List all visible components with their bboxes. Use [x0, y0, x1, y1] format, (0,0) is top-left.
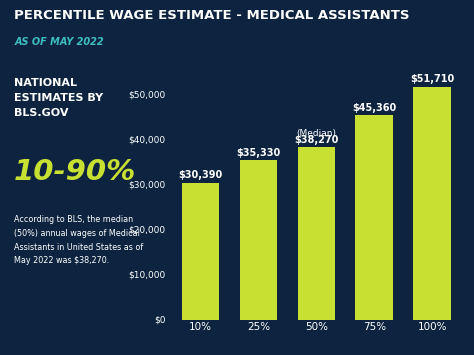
Bar	[413, 87, 451, 320]
Text: $35,330: $35,330	[237, 148, 281, 158]
Text: NATIONAL
ESTIMATES BY
BLS.GOV: NATIONAL ESTIMATES BY BLS.GOV	[14, 78, 103, 118]
Bar	[182, 183, 219, 320]
Text: $51,710: $51,710	[410, 74, 455, 84]
Bar	[356, 115, 393, 320]
Text: 10-90%: 10-90%	[14, 158, 137, 186]
Text: $38,270: $38,270	[294, 135, 338, 144]
Text: SOURCE: BLS.GOV: SOURCE: BLS.GOV	[9, 335, 87, 344]
Text: According to BLS, the median
(50%) annual wages of Medical
Assistants in United : According to BLS, the median (50%) annua…	[14, 215, 144, 266]
Bar	[298, 147, 335, 320]
Text: AS OF MAY 2022: AS OF MAY 2022	[14, 37, 104, 47]
Text: $30,390: $30,390	[178, 170, 223, 180]
Text: PERCENTILE WAGE ESTIMATE - MEDICAL ASSISTANTS: PERCENTILE WAGE ESTIMATE - MEDICAL ASSIS…	[14, 9, 410, 22]
Text: Findmedicalassistantprograms.org: Findmedicalassistantprograms.org	[319, 335, 465, 344]
Text: (Median): (Median)	[296, 129, 337, 138]
Bar	[240, 160, 277, 320]
Text: $45,360: $45,360	[352, 103, 396, 113]
